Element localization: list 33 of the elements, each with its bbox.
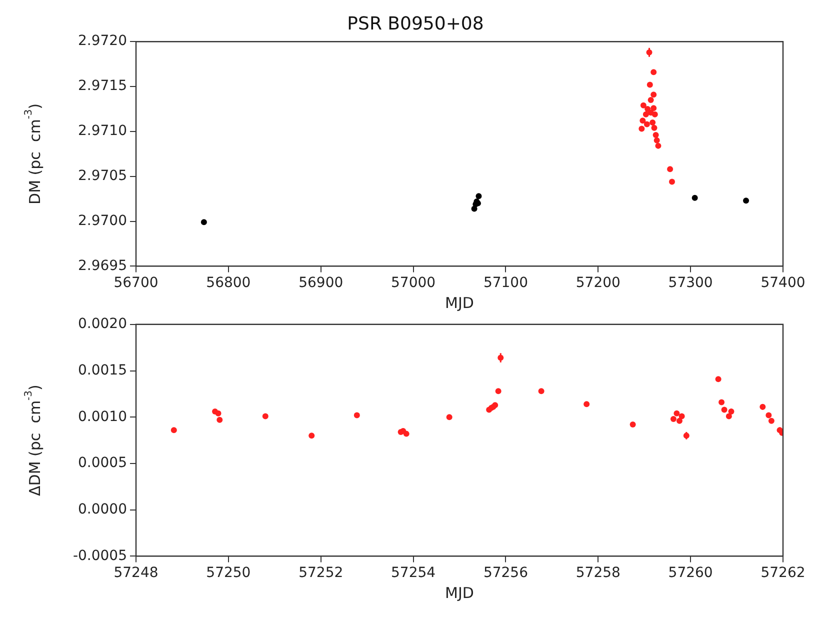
y-tick-label: 0.0010 <box>78 408 127 425</box>
x-tick-label: 57260 <box>668 565 713 582</box>
x-tick-label: 57252 <box>298 565 344 582</box>
x-tick-label: 57262 <box>760 565 806 582</box>
y-tick-label: 0.0020 <box>78 316 127 332</box>
chart-title: PSR B0950+08 <box>347 13 484 34</box>
x-tick-label: 57258 <box>576 565 620 582</box>
x-axis-title: MJD <box>445 294 474 312</box>
x-tick-label: 57200 <box>576 275 620 292</box>
x-tick-label: 57100 <box>483 275 528 292</box>
y-tick-label: 0.0015 <box>78 362 127 378</box>
x-tick-label: 56800 <box>206 275 251 292</box>
y-tick-label: 2.9715 <box>78 78 127 94</box>
y-tick-label: 0.0005 <box>78 455 127 472</box>
x-tick-label: 56900 <box>298 275 344 292</box>
y-axis-title: ΔDM (pc cm-3) <box>24 384 44 496</box>
x-tick-label: 57254 <box>391 565 436 582</box>
x-tick-label: 57256 <box>483 565 528 582</box>
x-tick-label: 57248 <box>114 565 158 582</box>
y-tick-label: 2.9695 <box>78 258 127 274</box>
y-tick-label: -0.0005 <box>72 548 127 564</box>
y-tick-label: 2.9705 <box>78 168 127 184</box>
x-tick-label: 57400 <box>760 275 806 292</box>
y-tick-label: 2.9720 <box>78 33 127 50</box>
x-axis-title: MJD <box>445 584 474 602</box>
x-tick-label: 57250 <box>206 565 251 582</box>
y-axis-title: DM (pc cm-3) <box>24 103 44 204</box>
x-tick-label: 57000 <box>391 275 436 292</box>
x-tick-label: 56700 <box>114 275 158 292</box>
x-tick-label: 57300 <box>668 275 713 292</box>
y-tick-label: 2.9710 <box>78 123 127 140</box>
y-tick-label: 2.9700 <box>78 212 127 229</box>
y-tick-label: 0.0000 <box>78 501 127 518</box>
